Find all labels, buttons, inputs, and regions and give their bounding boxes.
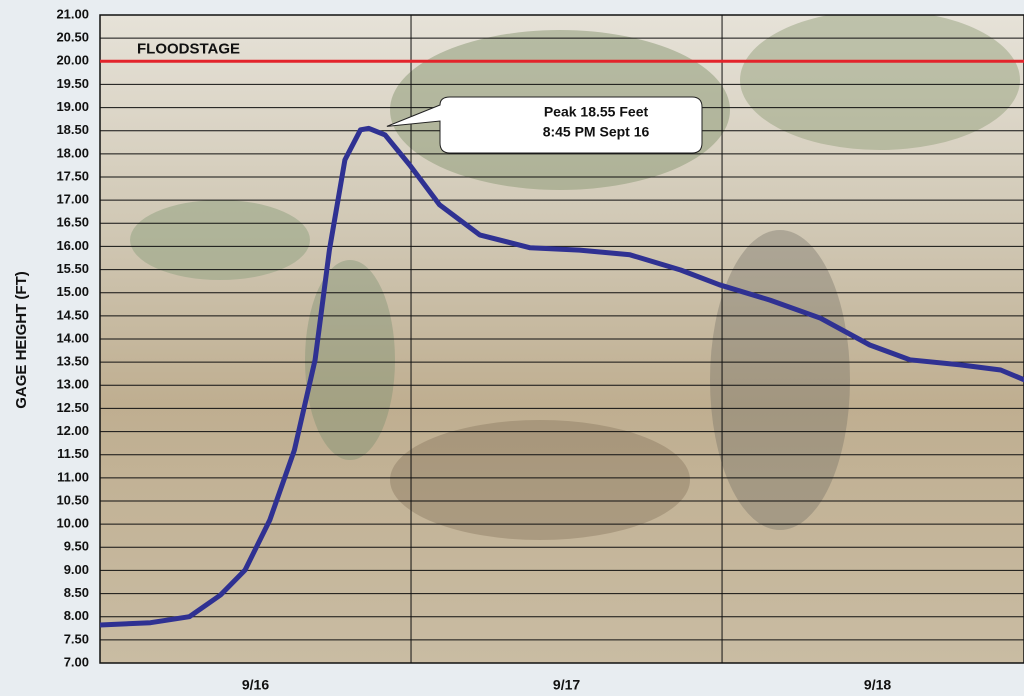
y-tick-label: 12.00 (56, 423, 89, 438)
y-tick-label: 9.00 (64, 562, 89, 577)
y-tick-label: 15.50 (56, 261, 89, 276)
y-tick-label: 20.50 (56, 30, 89, 45)
y-tick-label: 13.00 (56, 377, 89, 392)
chart: GAGE HEIGHT (FT) 7.00 7.50 8.00 8.50 9.00 9.5… (0, 0, 1024, 696)
y-tick-label: 7.50 (64, 631, 89, 646)
y-tick-label: 20.00 (56, 53, 89, 68)
y-tick-label: 8.50 (64, 585, 89, 600)
y-tick-label: 10.50 (56, 492, 89, 507)
callout-text: Peak 18.55 Feet (544, 104, 649, 120)
x-tick-label: 9/18 (864, 677, 891, 693)
y-tick-label: 16.00 (56, 238, 89, 253)
y-tick-label: 19.00 (56, 99, 89, 114)
floodstage-label: FLOODSTAGE (137, 40, 240, 57)
y-tick-label: 18.50 (56, 122, 89, 137)
y-tick-label: 14.00 (56, 330, 89, 345)
y-tick-label: 19.50 (56, 76, 89, 91)
y-tick-label: 18.00 (56, 145, 89, 160)
page: {"chart_data": { "type": "line", "y_labe… (0, 0, 1024, 696)
x-tick-label: 9/16 (242, 677, 269, 693)
y-tick-label: 17.00 (56, 192, 89, 207)
y-tick-label: 11.50 (57, 446, 89, 461)
x-tick-label: 9/17 (553, 677, 580, 693)
y-tick-label: 7.00 (64, 654, 89, 669)
y-tick-label: 17.50 (56, 168, 89, 183)
y-tick-label: 21.00 (56, 6, 89, 21)
y-tick-label: 9.50 (64, 539, 89, 554)
y-tick-label: 15.00 (56, 284, 89, 299)
y-tick-label: 12.50 (56, 400, 89, 415)
y-tick-label: 11.00 (57, 469, 89, 484)
y-tick-label: 10.00 (56, 516, 89, 531)
y-tick-label: 14.50 (56, 307, 89, 322)
y-tick-label: 8.00 (64, 608, 89, 623)
y-tick-label: 16.50 (56, 215, 89, 230)
y-tick-label: 13.50 (56, 354, 89, 369)
y-axis-label: GAGE HEIGHT (FT) (13, 271, 30, 409)
callout-text: 8:45 PM Sept 16 (543, 124, 650, 140)
